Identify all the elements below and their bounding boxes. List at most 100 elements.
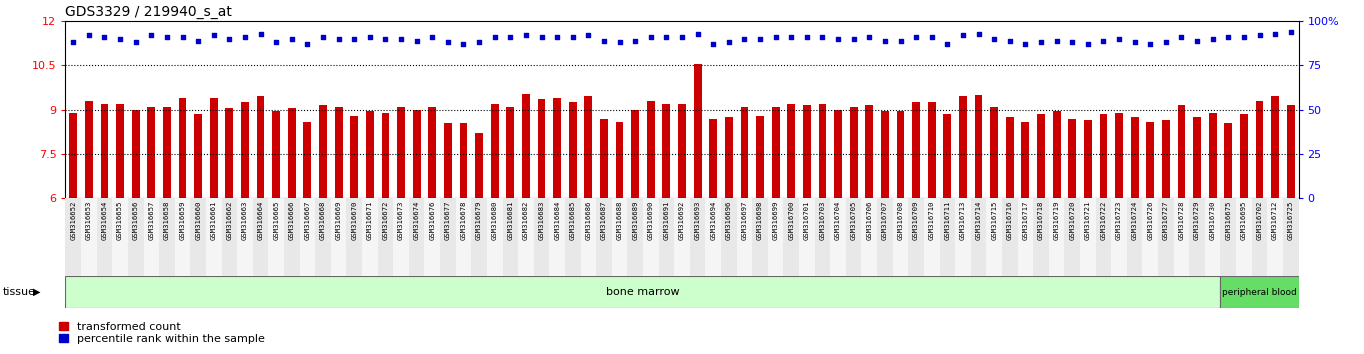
- Text: GSM316720: GSM316720: [1069, 201, 1075, 240]
- Text: GSM316673: GSM316673: [398, 201, 404, 240]
- Point: [749, 36, 771, 42]
- Text: GSM316657: GSM316657: [149, 201, 154, 240]
- Text: GSM316663: GSM316663: [241, 201, 248, 240]
- Bar: [835, 110, 842, 198]
- Text: GSM316653: GSM316653: [86, 201, 91, 240]
- Point: [812, 34, 833, 40]
- Point: [63, 40, 85, 45]
- Bar: [663, 104, 670, 198]
- Point: [625, 38, 647, 44]
- Point: [858, 34, 880, 40]
- Point: [531, 34, 552, 40]
- Bar: [596, 198, 612, 276]
- Text: GSM316711: GSM316711: [944, 201, 951, 240]
- Bar: [1221, 276, 1299, 308]
- Bar: [615, 121, 623, 198]
- Bar: [944, 114, 951, 198]
- Text: GSM316672: GSM316672: [382, 201, 389, 240]
- Bar: [1194, 117, 1200, 198]
- Bar: [506, 107, 514, 198]
- Bar: [975, 95, 982, 198]
- Bar: [237, 198, 252, 276]
- Text: GSM316698: GSM316698: [757, 201, 762, 240]
- Text: GSM316686: GSM316686: [585, 201, 592, 240]
- Bar: [409, 198, 424, 276]
- Bar: [1143, 198, 1158, 276]
- Point: [265, 40, 286, 45]
- Text: GSM316703: GSM316703: [820, 201, 825, 240]
- Bar: [1037, 114, 1045, 198]
- Point: [327, 36, 349, 42]
- Point: [250, 31, 271, 36]
- Text: GSM316693: GSM316693: [694, 201, 701, 240]
- Bar: [1177, 105, 1185, 198]
- Text: GSM316660: GSM316660: [195, 201, 201, 240]
- Bar: [428, 107, 436, 198]
- Point: [1170, 34, 1192, 40]
- Legend: transformed count, percentile rank within the sample: transformed count, percentile rank withi…: [55, 317, 269, 348]
- Bar: [690, 198, 705, 276]
- Bar: [225, 108, 233, 198]
- Bar: [97, 198, 112, 276]
- Bar: [1267, 198, 1284, 276]
- Bar: [1053, 111, 1060, 198]
- Bar: [881, 111, 889, 198]
- Bar: [831, 198, 846, 276]
- Bar: [971, 198, 986, 276]
- Text: GSM316661: GSM316661: [211, 201, 217, 240]
- Bar: [1162, 120, 1170, 198]
- Point: [453, 41, 475, 47]
- Text: GSM316699: GSM316699: [772, 201, 779, 240]
- Bar: [705, 198, 722, 276]
- Point: [1264, 31, 1286, 36]
- Point: [906, 34, 928, 40]
- Bar: [1158, 198, 1173, 276]
- Point: [484, 34, 506, 40]
- Point: [702, 41, 724, 47]
- Point: [390, 36, 412, 42]
- Text: GSM316700: GSM316700: [788, 201, 794, 240]
- Text: GSM316670: GSM316670: [351, 201, 357, 240]
- Text: GSM316671: GSM316671: [367, 201, 372, 240]
- Bar: [928, 102, 936, 198]
- Bar: [441, 198, 456, 276]
- Bar: [1221, 198, 1236, 276]
- Bar: [143, 198, 160, 276]
- Point: [94, 34, 116, 40]
- Text: GSM316712: GSM316712: [1273, 201, 1278, 240]
- Point: [843, 36, 865, 42]
- Text: GSM316710: GSM316710: [929, 201, 934, 240]
- Text: GSM316716: GSM316716: [1007, 201, 1013, 240]
- Point: [780, 34, 802, 40]
- Bar: [160, 198, 175, 276]
- Point: [640, 34, 662, 40]
- Bar: [940, 198, 955, 276]
- Bar: [1204, 198, 1221, 276]
- Text: GSM316666: GSM316666: [289, 201, 295, 240]
- Point: [797, 34, 818, 40]
- Bar: [179, 98, 187, 198]
- Point: [921, 34, 943, 40]
- Bar: [533, 198, 550, 276]
- Bar: [366, 111, 374, 198]
- Point: [499, 34, 521, 40]
- Bar: [65, 198, 80, 276]
- Bar: [132, 110, 139, 198]
- Point: [296, 41, 318, 47]
- Bar: [175, 198, 191, 276]
- Text: GSM316726: GSM316726: [1147, 201, 1153, 240]
- Text: GSM316713: GSM316713: [960, 201, 966, 240]
- Text: GSM316724: GSM316724: [1132, 201, 1138, 240]
- Bar: [252, 198, 269, 276]
- Bar: [632, 110, 640, 198]
- Point: [1124, 40, 1146, 45]
- Bar: [334, 107, 342, 198]
- Text: GSM316667: GSM316667: [304, 201, 311, 240]
- Bar: [722, 198, 737, 276]
- Point: [562, 34, 584, 40]
- Point: [952, 33, 974, 38]
- Bar: [1080, 198, 1095, 276]
- Text: GSM316717: GSM316717: [1023, 201, 1028, 240]
- Text: bone marrow: bone marrow: [606, 287, 679, 297]
- Point: [686, 31, 708, 36]
